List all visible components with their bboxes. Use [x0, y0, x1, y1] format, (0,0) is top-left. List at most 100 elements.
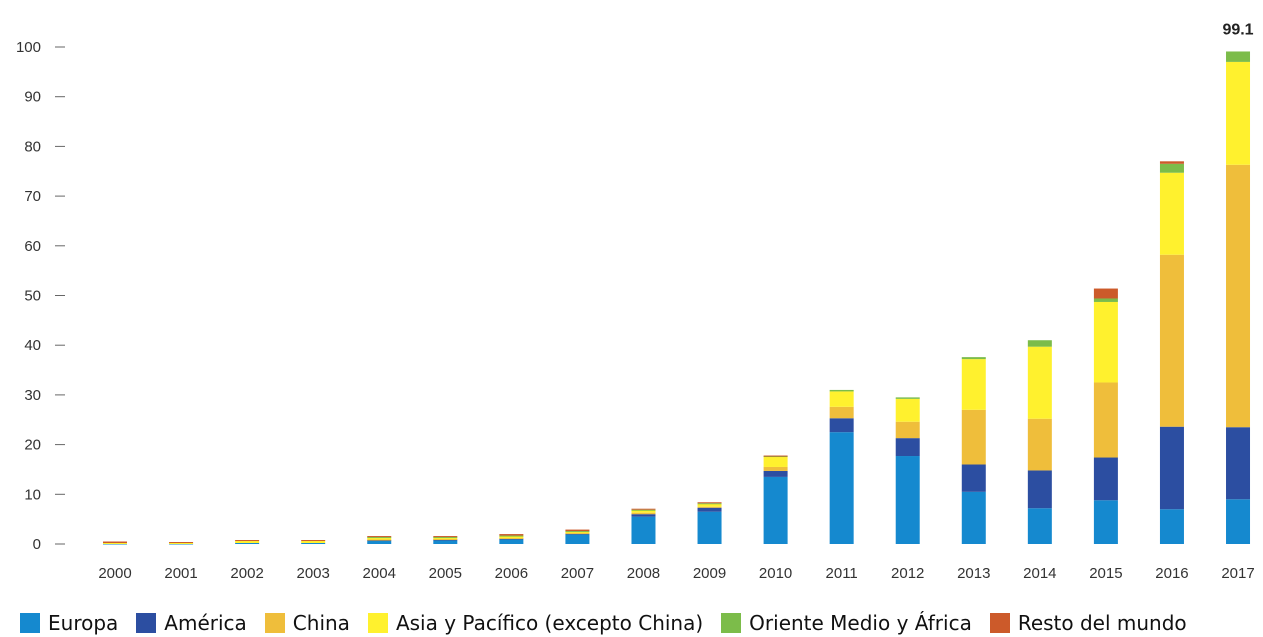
- bar-area: [103, 51, 1251, 545]
- x-tick-label: 2015: [1089, 565, 1122, 582]
- bar-segment: [763, 476, 788, 544]
- bar-segment: [499, 539, 524, 544]
- bar-segment: [631, 509, 656, 511]
- x-axis: 2000 2001 2002 2003 2004 2005 2006 2007 2008 2009…: [98, 565, 1254, 582]
- bar-segment: [235, 540, 260, 542]
- bar-segment: [367, 536, 392, 538]
- bar-segment: [631, 510, 656, 513]
- bar-segment: [1226, 499, 1251, 544]
- y-tick-label: 40: [24, 337, 41, 354]
- bar-segment: [367, 541, 392, 544]
- bar-segment: [367, 539, 392, 541]
- bar-segment: [169, 542, 194, 544]
- bar-segment: [1159, 172, 1184, 255]
- bar-segment: [565, 533, 590, 535]
- bar-segment: [961, 464, 986, 492]
- legend-label: Asia y Pacífico (excepto China): [395, 610, 704, 635]
- bar-segment: [433, 536, 458, 538]
- x-tick-label: 2003: [296, 565, 329, 582]
- legend-swatch-oriente-medio-africa: [721, 612, 742, 633]
- bar-segment: [829, 389, 854, 392]
- bar-segment: [367, 537, 392, 540]
- x-tick-label: 2004: [363, 565, 396, 582]
- bar-segment: [763, 466, 788, 471]
- legend-item-oriente-medio-africa: Oriente Medio y África: [721, 611, 972, 635]
- x-tick-label: 2008: [627, 565, 660, 582]
- bar-segment: [235, 541, 260, 544]
- bar-segment: [697, 507, 722, 512]
- bar-segment: [1159, 426, 1184, 510]
- bar-segment: [499, 536, 524, 539]
- bar-segment: [433, 537, 458, 539]
- bar-segment: [763, 470, 788, 477]
- bar-segment: [631, 508, 656, 510]
- bar-segment: [697, 506, 722, 508]
- bar-segment: [1027, 470, 1052, 509]
- x-tick-label: 2005: [429, 565, 462, 582]
- bar-segment: [1226, 61, 1251, 165]
- bar-segment: [763, 455, 788, 457]
- bar-segment: [1027, 346, 1052, 419]
- bar-segment: [631, 516, 656, 544]
- bar-segment: [1226, 51, 1251, 62]
- bar-segment: [103, 541, 127, 544]
- bar-segment: [1159, 163, 1184, 173]
- x-tick-label: 2014: [1023, 565, 1056, 582]
- bar-segment: [565, 534, 590, 544]
- legend-item-asia-pacifico: Asia y Pacífico (excepto China): [367, 610, 704, 635]
- bar-segment: [169, 543, 194, 545]
- bar-segment: [565, 529, 590, 532]
- bar-segment: [1093, 457, 1118, 501]
- bar-segment: [433, 539, 458, 541]
- total-value-label: 99.1: [1222, 21, 1253, 38]
- legend-label: China: [292, 610, 350, 635]
- bar-segment: [433, 540, 458, 544]
- bar-segment: [895, 398, 920, 422]
- bar-segment: [1027, 340, 1052, 347]
- bar-segment: [1159, 254, 1184, 427]
- legend-label: Europa: [48, 610, 119, 635]
- bar-segment: [961, 359, 986, 410]
- x-tick-label: 2009: [693, 565, 726, 582]
- x-tick-label: 2012: [891, 565, 924, 582]
- bar-segment: [565, 531, 590, 533]
- bar-segment: [829, 406, 854, 419]
- bar-segment: [631, 514, 656, 517]
- legend: Europa América China Asia y Pacífico (ex…: [0, 608, 1263, 637]
- bar-segment: [499, 535, 524, 537]
- bar-segment: [961, 491, 986, 544]
- x-tick-label: 2007: [561, 565, 594, 582]
- bar-segment: [961, 409, 986, 465]
- bar-segment: [1226, 164, 1251, 428]
- legend-swatch-resto-del-mundo: [989, 612, 1010, 633]
- bar-segment: [433, 537, 458, 540]
- bar-segment: [1027, 508, 1052, 544]
- x-tick-label: 2000: [98, 565, 131, 582]
- legend-label: América: [164, 610, 247, 635]
- y-tick-label: 80: [24, 138, 41, 155]
- x-tick-label: 2010: [759, 565, 792, 582]
- bar-segment: [829, 418, 854, 433]
- x-tick-label: 2013: [957, 565, 990, 582]
- legend-swatch-europa: [20, 612, 40, 633]
- bar-segment: [631, 512, 656, 515]
- bar-segment: [565, 531, 590, 534]
- legend-label: Resto del mundo: [1017, 610, 1187, 635]
- legend-item-china: China: [264, 610, 350, 635]
- bar-segment: [1093, 382, 1118, 458]
- bar-segment: [697, 503, 722, 505]
- legend-item-resto-del-mundo: Resto del mundo: [989, 610, 1187, 635]
- x-tick-label: 2002: [230, 565, 263, 582]
- bar-segment: [103, 543, 127, 545]
- bar-segment: [1159, 161, 1184, 164]
- bar-segment: [1159, 509, 1184, 544]
- bar-segment: [367, 537, 392, 539]
- legend-item-america: América: [136, 611, 247, 635]
- bar-segment: [1093, 500, 1118, 544]
- legend-swatch-america: [136, 612, 157, 633]
- bar-segment: [235, 543, 260, 545]
- bar-segment: [1226, 427, 1251, 500]
- y-tick-label: 20: [24, 437, 41, 454]
- y-axis: 0 10 20 30 40 50 60 70 80 90 100: [16, 39, 65, 553]
